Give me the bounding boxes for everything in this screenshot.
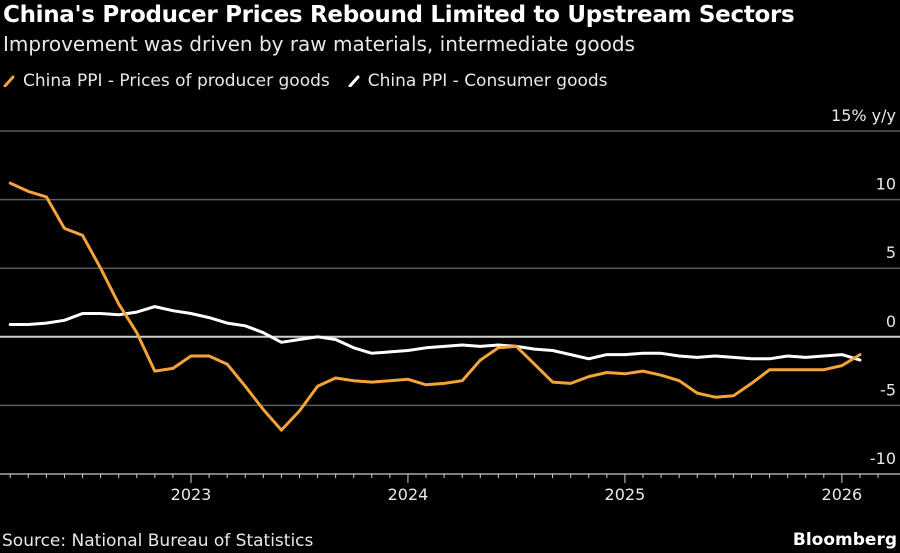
y-tick-label: 5 bbox=[886, 243, 896, 262]
legend-label-consumer-goods: China PPI - Consumer goods bbox=[367, 71, 608, 91]
x-tick-label: 2025 bbox=[605, 485, 646, 504]
x-axis: 2023 2024 2025 2026 bbox=[0, 473, 900, 504]
y-tick-label: 15% y/y bbox=[831, 106, 896, 125]
chart-title: China's Producer Prices Rebound Limited … bbox=[3, 2, 795, 28]
chart-subtitle: Improvement was driven by raw materials,… bbox=[3, 32, 635, 56]
series-lines bbox=[8, 181, 862, 432]
y-axis-labels: 15% y/y 10 5 0 -5 -10 bbox=[831, 106, 896, 468]
gridlines bbox=[0, 130, 900, 475]
x-tick-label: 2024 bbox=[388, 485, 429, 504]
x-tick-label: 2023 bbox=[171, 485, 212, 504]
y-tick-label: -10 bbox=[870, 449, 896, 468]
brand-logo: Bloomberg bbox=[792, 530, 897, 550]
legend-swatch-consumer-goods bbox=[348, 75, 360, 87]
legend: China PPI - Prices of producer goods Chi… bbox=[3, 71, 626, 91]
legend-label-producer-goods: China PPI - Prices of producer goods bbox=[23, 71, 330, 91]
source-note: Source: National Bureau of Statistics bbox=[2, 531, 314, 551]
y-tick-label: 10 bbox=[876, 175, 896, 194]
legend-swatch-producer-goods bbox=[3, 75, 15, 87]
legend-item-producer-goods: China PPI - Prices of producer goods bbox=[3, 71, 330, 91]
legend-item-consumer-goods: China PPI - Consumer goods bbox=[348, 71, 608, 91]
series-line-producer-goods bbox=[8, 181, 862, 432]
series-line-consumer-goods bbox=[8, 305, 862, 362]
x-tick-label: 2026 bbox=[822, 485, 863, 504]
y-tick-label: 0 bbox=[886, 312, 896, 331]
y-tick-label: -5 bbox=[880, 380, 896, 399]
